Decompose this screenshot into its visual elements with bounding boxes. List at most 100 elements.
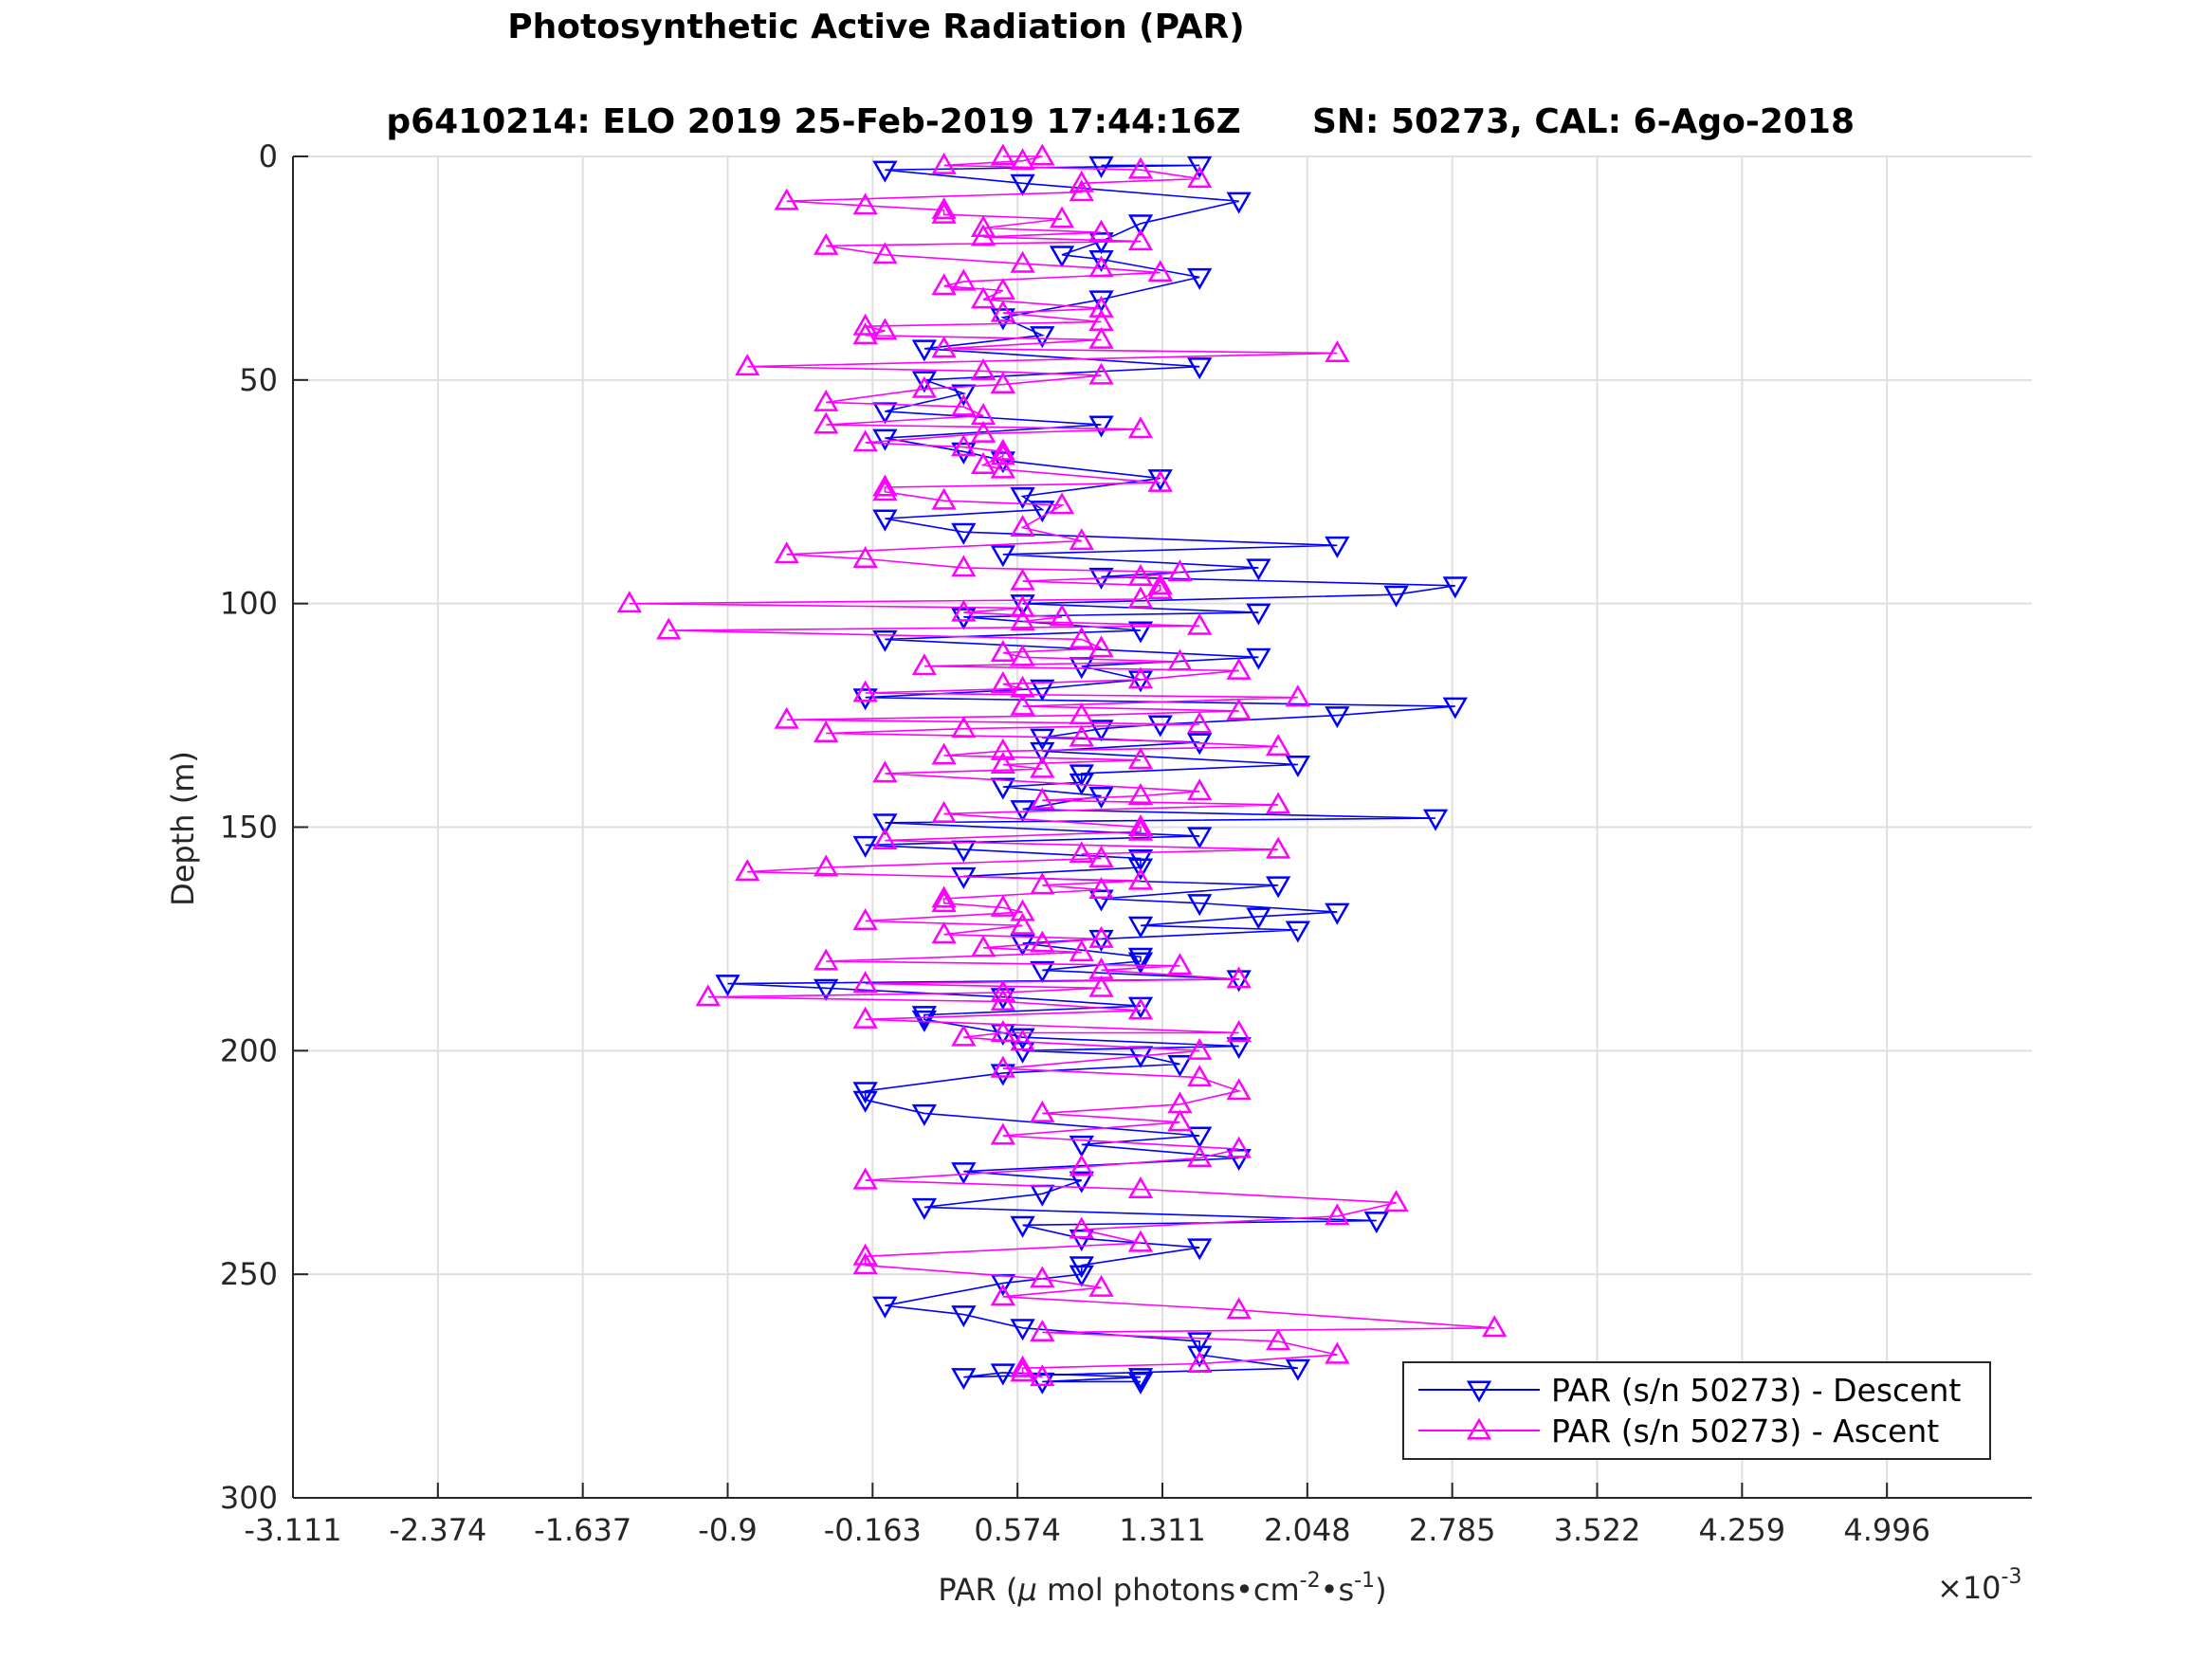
x-tick-label: -1.637 — [534, 1512, 631, 1548]
data-point — [990, 671, 1015, 694]
legend-marker-descent — [1466, 1380, 1492, 1403]
data-point — [1030, 930, 1055, 953]
axes — [292, 155, 2032, 1499]
data-point — [852, 1090, 878, 1113]
data-point — [931, 890, 957, 913]
data-point — [1187, 1332, 1213, 1355]
data-point — [931, 152, 957, 174]
legend-item-ascent: PAR (s/n 50273) - Ascent — [1418, 1413, 1939, 1449]
data-point — [951, 384, 977, 407]
data-point — [1088, 929, 1114, 952]
data-point — [1127, 782, 1154, 805]
data-point — [814, 854, 839, 877]
data-point — [1187, 357, 1213, 380]
data-point — [1049, 246, 1075, 268]
data-point — [1167, 559, 1193, 582]
data-point — [970, 357, 996, 380]
data-point — [970, 935, 996, 957]
data-point — [852, 680, 878, 702]
data-point — [1088, 889, 1114, 912]
data-point — [1069, 1229, 1094, 1251]
data-point — [951, 1368, 977, 1391]
data-point — [1010, 1359, 1035, 1382]
data-point — [990, 988, 1015, 1011]
data-point — [1187, 166, 1213, 189]
data-point — [911, 371, 938, 393]
legend-marker-ascent — [1466, 1417, 1492, 1440]
tick-labels: -3.111 -2.374 -1.637 -0.9 -0.163 0.574 1.311 2.… — [220, 138, 1930, 1548]
data-point — [1127, 214, 1154, 237]
data-point — [931, 197, 957, 220]
data-point — [1088, 925, 1114, 948]
data-point — [970, 286, 996, 309]
data-point — [1127, 867, 1154, 890]
data-point — [1069, 1135, 1094, 1158]
data-point — [774, 188, 799, 210]
y-tick-label: 0 — [259, 138, 278, 174]
data-point — [1187, 267, 1213, 290]
data-point — [1030, 679, 1055, 702]
data-point — [1010, 609, 1035, 631]
data-point — [872, 760, 898, 783]
data-point — [1265, 792, 1291, 814]
data-point — [1363, 1212, 1389, 1234]
chart-title: Photosynthetic Active Radiation (PAR) — [507, 8, 1244, 46]
data-point — [1030, 741, 1055, 764]
data-point — [951, 522, 977, 545]
data-point — [1187, 1037, 1213, 1060]
data-point — [970, 420, 996, 443]
data-point — [1187, 1350, 1213, 1373]
data-point — [1069, 724, 1094, 747]
data-point — [1226, 1019, 1252, 1042]
data-point — [1069, 841, 1094, 864]
data-point — [970, 224, 996, 246]
x-tick-label: 4.259 — [1699, 1512, 1786, 1548]
data-point — [1069, 528, 1094, 551]
y-axis-label: Depth (m) — [165, 751, 201, 906]
x-multiplier-exponent: -3 — [2002, 1565, 2022, 1589]
data-point — [814, 411, 839, 434]
data-point — [951, 1024, 977, 1047]
data-point — [1030, 1100, 1055, 1122]
x-axis-multiplier: ×10-3 — [1937, 1565, 2021, 1606]
data-point — [1069, 1171, 1094, 1194]
data-point — [990, 1055, 1015, 1078]
data-point — [931, 800, 957, 823]
data-point — [715, 975, 740, 997]
data-point — [1285, 1358, 1311, 1381]
data-point — [1325, 706, 1350, 729]
data-point — [852, 908, 878, 931]
data-point — [990, 277, 1015, 300]
data-point — [1010, 693, 1035, 716]
data-point — [1383, 1190, 1409, 1212]
data-point — [1088, 362, 1114, 385]
data-point — [1325, 902, 1350, 925]
data-point — [951, 434, 977, 457]
y-tick-label: 100 — [220, 586, 278, 622]
data-point — [814, 948, 839, 971]
data-point — [774, 706, 799, 729]
data-point — [1226, 966, 1252, 989]
data-point — [951, 442, 977, 465]
data-point — [1226, 1136, 1252, 1158]
data-point — [1226, 191, 1252, 214]
data-point — [970, 214, 996, 237]
data-point — [1147, 469, 1173, 492]
data-point — [872, 1296, 898, 1319]
data-point — [1325, 1203, 1350, 1226]
data-point — [951, 1162, 977, 1185]
data-point — [990, 143, 1015, 166]
data-point — [814, 720, 839, 742]
data-point — [1010, 568, 1035, 591]
data-point — [1226, 1297, 1252, 1320]
data-point — [931, 273, 957, 296]
data-point — [1010, 514, 1035, 537]
x-axis-label-cm: cm — [1253, 1572, 1300, 1608]
x-tick-label: 0.574 — [974, 1512, 1061, 1548]
data-point — [852, 313, 878, 336]
data-point — [1187, 1238, 1213, 1261]
data-point — [1030, 1266, 1055, 1288]
data-point — [1088, 295, 1114, 318]
data-point — [990, 777, 1015, 800]
